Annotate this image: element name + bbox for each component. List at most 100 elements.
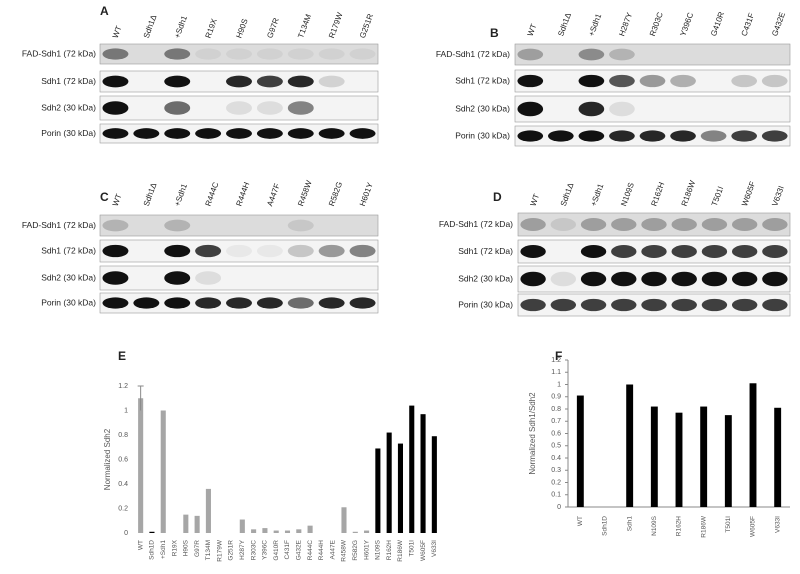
band — [578, 130, 605, 142]
band — [287, 75, 314, 88]
bar — [284, 530, 291, 533]
bar — [296, 529, 302, 533]
x-tick-label: H601Y — [363, 539, 370, 560]
band — [164, 101, 191, 115]
row-label: Porin (30 kDa) — [455, 130, 510, 140]
bar — [183, 514, 189, 533]
x-tick-label: V633I — [774, 516, 781, 533]
band — [611, 298, 637, 312]
band — [701, 298, 728, 312]
band — [349, 128, 376, 139]
bar — [352, 531, 358, 533]
x-tick-label: N109S — [651, 515, 658, 536]
band — [550, 271, 577, 287]
x-tick-label: Sdh1D — [602, 516, 609, 536]
band — [226, 75, 252, 88]
band — [548, 130, 574, 142]
band — [102, 128, 129, 139]
row-label: Porin (30 kDa) — [458, 299, 513, 309]
band — [256, 75, 283, 88]
lane-label: G432E — [770, 11, 787, 37]
y-tick-label: 0.6 — [118, 456, 128, 463]
row-label: Sdh2 (30 kDa) — [41, 102, 96, 112]
lane-label: H90S — [234, 18, 249, 40]
band — [520, 298, 546, 312]
x-tick-label: R458W — [341, 539, 348, 562]
row-label: Sdh2 (30 kDa) — [41, 272, 96, 282]
band — [671, 271, 697, 287]
lane-label: T134M — [296, 13, 313, 40]
band — [580, 218, 607, 231]
y-tick-label: 1.2 — [551, 357, 561, 364]
lane-label: WT — [111, 25, 124, 40]
lane-label: R444H — [234, 181, 251, 208]
band — [517, 48, 544, 61]
bar — [386, 432, 392, 533]
x-tick-label: N109S — [375, 539, 382, 560]
bar — [774, 407, 782, 507]
x-tick-label: R582G — [352, 540, 359, 561]
band — [133, 297, 160, 309]
band — [580, 298, 607, 312]
band — [762, 245, 788, 258]
blot-strip — [514, 95, 791, 123]
bar — [205, 488, 211, 533]
band — [256, 48, 283, 60]
x-tick-label: T134M — [205, 540, 212, 560]
band — [671, 245, 697, 258]
lane-label: WT — [529, 193, 542, 208]
y-tick-label: 0.4 — [551, 455, 561, 462]
panel-letter: C — [100, 190, 109, 204]
x-tick-label: R179W — [216, 539, 223, 562]
band — [517, 74, 544, 88]
band — [195, 128, 222, 139]
band — [287, 48, 314, 60]
lane-label: T501I — [710, 185, 725, 207]
x-tick-label: C431F — [284, 540, 291, 560]
x-tick-label: T501I — [725, 516, 732, 533]
band — [671, 218, 697, 231]
lane-label: Sdh1Δ — [142, 181, 159, 207]
band — [520, 271, 546, 287]
band — [641, 218, 667, 231]
band — [102, 219, 129, 232]
band — [700, 130, 727, 142]
band — [670, 130, 696, 142]
band — [550, 298, 577, 312]
lane-label: R582G — [327, 180, 344, 207]
x-tick-label: WT — [137, 540, 144, 550]
band — [164, 297, 191, 309]
lane-label: R458W — [296, 179, 314, 208]
y-tick-label: 1 — [557, 381, 561, 388]
band — [349, 244, 376, 258]
bar — [194, 515, 200, 533]
x-tick-label: +Sdh1 — [160, 540, 167, 559]
row-label: Sdh1 (72 kDa) — [458, 246, 513, 256]
band — [102, 297, 129, 309]
band — [164, 219, 191, 232]
lane-label: +Sdh1 — [173, 14, 190, 40]
y-tick-label: 0.1 — [551, 492, 561, 499]
y-axis-title: Normalized Sdh1/Sdh2 — [528, 392, 537, 475]
y-tick-label: 1.1 — [551, 369, 561, 376]
band — [701, 218, 728, 231]
band — [349, 297, 376, 309]
y-tick-label: 0.5 — [551, 443, 561, 450]
band — [318, 244, 345, 258]
bar — [273, 530, 279, 533]
band — [318, 48, 345, 60]
bar — [409, 405, 415, 533]
y-tick-label: 0 — [124, 530, 128, 537]
y-tick-label: 0.9 — [551, 394, 561, 401]
band — [195, 244, 222, 258]
band — [226, 48, 252, 60]
y-tick-label: 0 — [557, 504, 561, 511]
x-tick-label: V633I — [431, 540, 438, 557]
x-tick-label: H90S — [183, 539, 190, 556]
band — [580, 271, 607, 287]
lane-label: R303C — [648, 11, 665, 38]
y-axis-title: Normalized Sdh2 — [103, 428, 112, 490]
bar — [626, 384, 634, 507]
x-tick-label: W605F — [750, 516, 757, 537]
bar — [262, 528, 268, 533]
